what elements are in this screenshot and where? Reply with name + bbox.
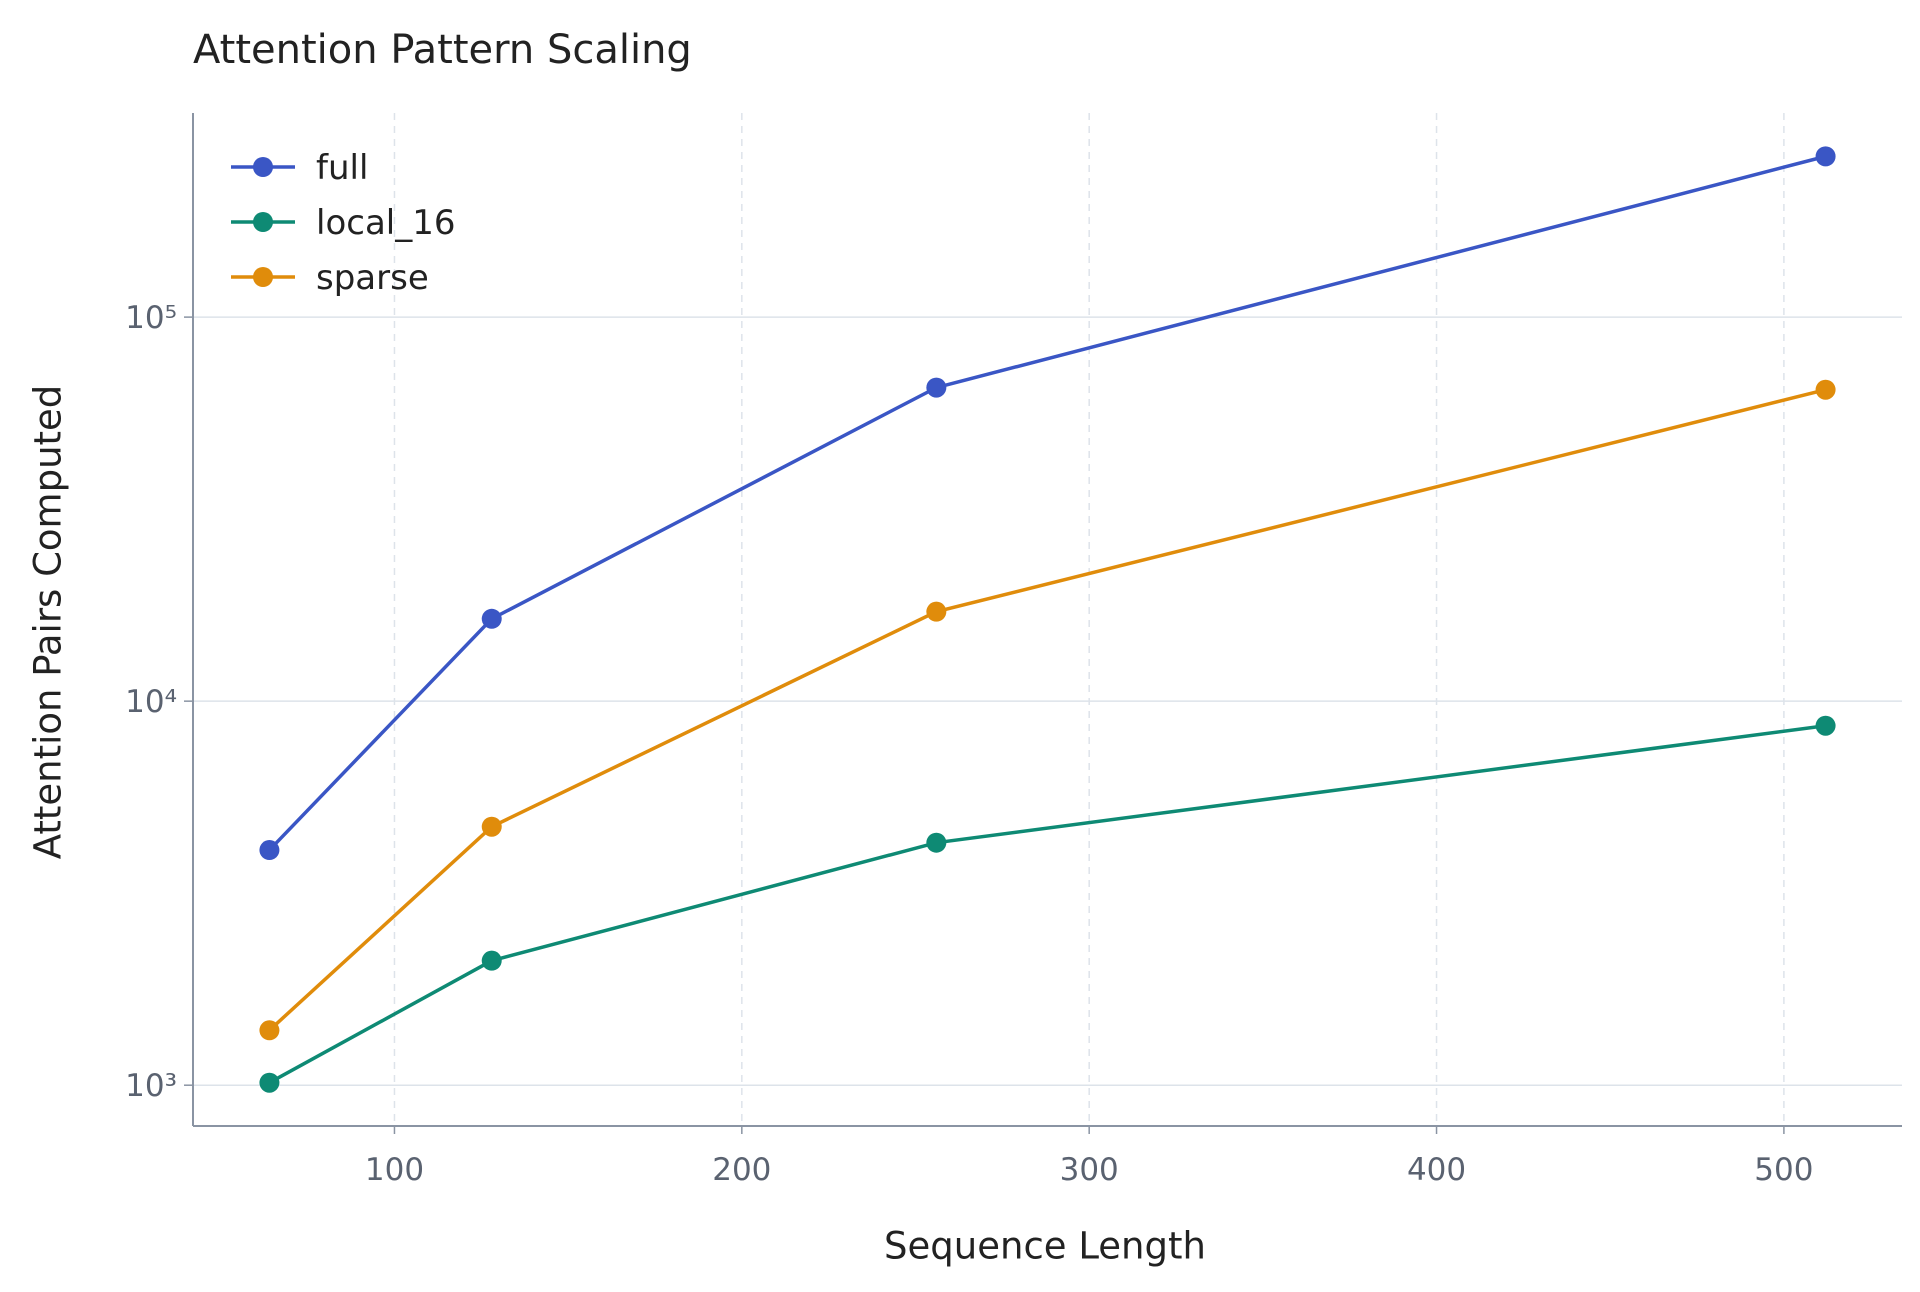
legend-label: local_16 [316,203,456,243]
x-tick-label: 500 [1754,1152,1813,1188]
legend-label: full [316,148,368,188]
data-point [1815,715,1836,736]
data-point [1815,379,1836,400]
x-tick-label: 400 [1407,1152,1466,1188]
chart-title: Attention Pattern Scaling [193,27,692,73]
data-point [259,1020,280,1041]
x-tick-label: 200 [712,1152,771,1188]
legend-label: sparse [316,258,429,298]
data-point [926,377,947,398]
y-tick-label: 10⁵ [125,300,177,336]
y-tick-label: 10⁴ [125,684,177,720]
data-point [259,840,280,861]
x-tick-label: 100 [365,1152,424,1188]
data-point [926,832,947,853]
data-point [481,816,502,837]
data-point [926,601,947,622]
data-point [259,1072,280,1093]
legend-marker [253,157,273,177]
y-tick-label: 10³ [125,1068,177,1104]
y-axis-label: Attention Pairs Computed [27,385,70,860]
legend-marker [253,267,273,287]
data-point [481,950,502,971]
legend-marker [253,212,273,232]
x-tick-label: 300 [1060,1152,1119,1188]
data-point [1815,146,1836,167]
series-line [268,388,1827,1032]
series-line [268,723,1826,1085]
x-axis-label: Sequence Length [884,1225,1206,1268]
data-point [481,608,502,629]
series-line [268,154,1827,852]
